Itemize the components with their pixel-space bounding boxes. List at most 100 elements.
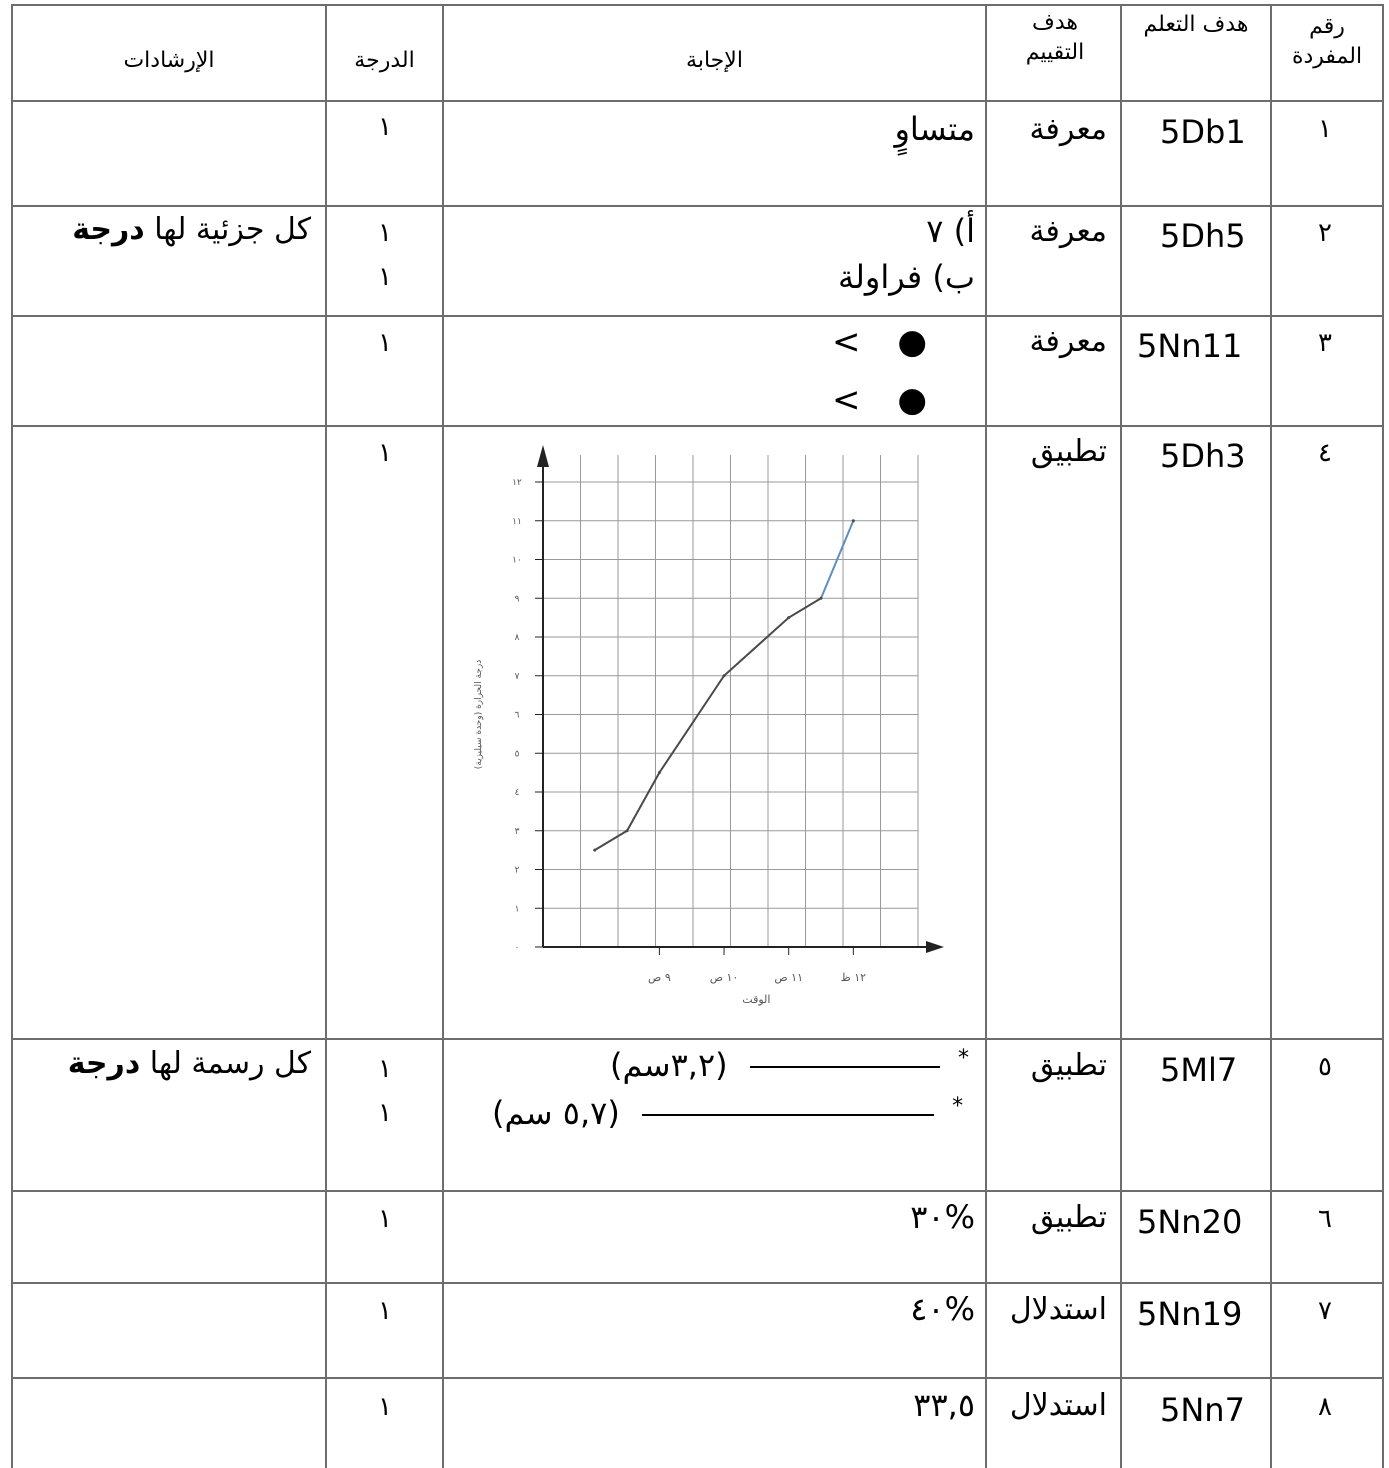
y-tick-label: ٣ <box>515 827 520 837</box>
item-number: ٢ <box>1318 218 1332 248</box>
score-value: ١ <box>378 1204 392 1234</box>
learning-code: 5Nn7 <box>1160 1391 1245 1429</box>
learning-code: 5Nn11 <box>1137 327 1243 365</box>
score-value: ١ <box>378 1296 392 1326</box>
score-value: ١ <box>378 1098 392 1128</box>
answer-line: ٣٣,٥ <box>913 1386 975 1424</box>
score-value: ١ <box>378 112 392 142</box>
header-learning-objective: هدف التعلم <box>1143 12 1249 37</box>
assessment-level: تطبيق <box>1030 434 1107 469</box>
header-answer: الإجابة <box>686 48 743 73</box>
x-tick-label: ١١ ص <box>774 971 803 984</box>
y-tick-label: ٩ <box>515 594 520 604</box>
guidance-bold: درجة <box>72 212 145 247</box>
col-border-right <box>1382 4 1384 1468</box>
item-number: ٧ <box>1318 1296 1332 1326</box>
answer-line: متساوٍ <box>894 110 975 148</box>
bullet-icon: ● <box>897 322 927 362</box>
col-border-1 <box>325 4 327 1468</box>
answer-line: %٤٠ <box>910 1290 975 1328</box>
score-value: ١ <box>378 218 392 248</box>
learning-code: 5Nn19 <box>1137 1295 1243 1333</box>
col-border-2 <box>442 4 444 1468</box>
asterisk-icon: * <box>957 1046 969 1071</box>
score-value: ١ <box>378 262 392 292</box>
answer-line: أ) ٧ <box>926 212 975 250</box>
row-border-5 <box>11 1190 1384 1192</box>
measure-line: (٣,٢سم) * <box>610 1046 969 1084</box>
y-tick-label: ٥ <box>515 749 520 759</box>
y-tick-label: ١١ <box>512 517 522 527</box>
row-border-2 <box>11 315 1384 317</box>
data-point <box>819 596 823 600</box>
item-number: ٥ <box>1318 1052 1332 1082</box>
col-border-4 <box>1120 4 1122 1468</box>
drawn-segment <box>641 1114 934 1116</box>
comparison-symbol: < <box>832 322 861 362</box>
y-tick-label: ٠ <box>515 943 520 953</box>
assessment-level: تطبيق <box>1030 1048 1107 1083</box>
answer-line: ب) فراولة <box>838 258 975 296</box>
assessment-level: استدلال <box>1009 1292 1107 1327</box>
learning-code: 5Db1 <box>1160 113 1246 151</box>
item-number: ٦ <box>1318 1204 1332 1234</box>
x-tick-label: ١٢ ظ <box>841 971 867 984</box>
col-border-3 <box>985 4 987 1468</box>
item-number: ١ <box>1318 114 1332 144</box>
data-point <box>722 674 726 678</box>
assessment-level: تطبيق <box>1030 1200 1107 1235</box>
y-axis-arrow-icon <box>537 445 549 467</box>
y-tick-label: ١٠ <box>512 556 522 566</box>
series-line <box>594 597 822 851</box>
x-axis-arrow-icon <box>926 941 944 953</box>
measure-label: (٣,٢سم) <box>610 1046 728 1084</box>
series-line-end <box>820 520 855 599</box>
drawn-segment <box>749 1066 940 1068</box>
table-top-border <box>11 4 1384 6</box>
guidance-plain: كل جزئية لها <box>144 212 311 247</box>
learning-code: 5Dh5 <box>1160 217 1246 255</box>
assessment-level: استدلال <box>1009 1388 1107 1423</box>
y-tick-label: ١٢ <box>512 478 522 488</box>
col-border-left <box>11 4 13 1468</box>
assessment-level: معرفة <box>1029 112 1107 147</box>
row-border-1 <box>11 205 1384 207</box>
data-point <box>625 829 629 833</box>
item-number: ٣ <box>1318 328 1332 358</box>
asterisk-icon: * <box>952 1094 964 1119</box>
header-guidance: الإرشادات <box>123 48 215 73</box>
header-assessment-objective: هدف التقييم <box>1025 10 1085 65</box>
y-axis-label: درجة الحرارة (وحدة سيليزية) <box>474 660 484 770</box>
guidance-bold: درجة <box>67 1046 141 1081</box>
row-border-7 <box>11 1377 1384 1379</box>
x-tick-label: ٩ ص <box>648 971 671 984</box>
y-tick-label: ١ <box>515 904 520 914</box>
data-point <box>657 771 661 775</box>
assessment-level: معرفة <box>1029 324 1107 359</box>
row-border-6 <box>11 1282 1384 1284</box>
bullet-icon: ● <box>897 380 927 420</box>
comparison-symbol: < <box>832 380 861 420</box>
guidance-plain: كل رسمة لها <box>140 1046 311 1081</box>
learning-code: 5Ml7 <box>1160 1051 1238 1089</box>
item-number: ٨ <box>1318 1392 1332 1422</box>
answer-line: %٣٠ <box>910 1198 975 1236</box>
measure-line: (٥,٧ سم) * <box>492 1094 963 1132</box>
row-border-4 <box>11 1038 1384 1040</box>
comparison-line: < ● <box>832 322 927 362</box>
guidance-text: كل جزئية لها درجة <box>72 212 311 247</box>
col-border-5 <box>1270 4 1272 1468</box>
learning-code: 5Nn20 <box>1137 1203 1243 1241</box>
y-tick-label: ٤ <box>515 788 520 798</box>
learning-code: 5Dh3 <box>1160 437 1246 475</box>
header-bottom-border <box>11 100 1384 102</box>
score-value: ١ <box>378 1392 392 1422</box>
y-tick-label: ٧ <box>515 672 520 682</box>
data-point <box>593 848 597 852</box>
score-value: ١ <box>378 328 392 358</box>
measure-label: (٥,٧ سم) <box>492 1094 620 1132</box>
x-axis-label: الوقت <box>742 993 770 1006</box>
y-tick-label: ٢ <box>515 866 520 876</box>
assessment-level: معرفة <box>1029 214 1107 249</box>
